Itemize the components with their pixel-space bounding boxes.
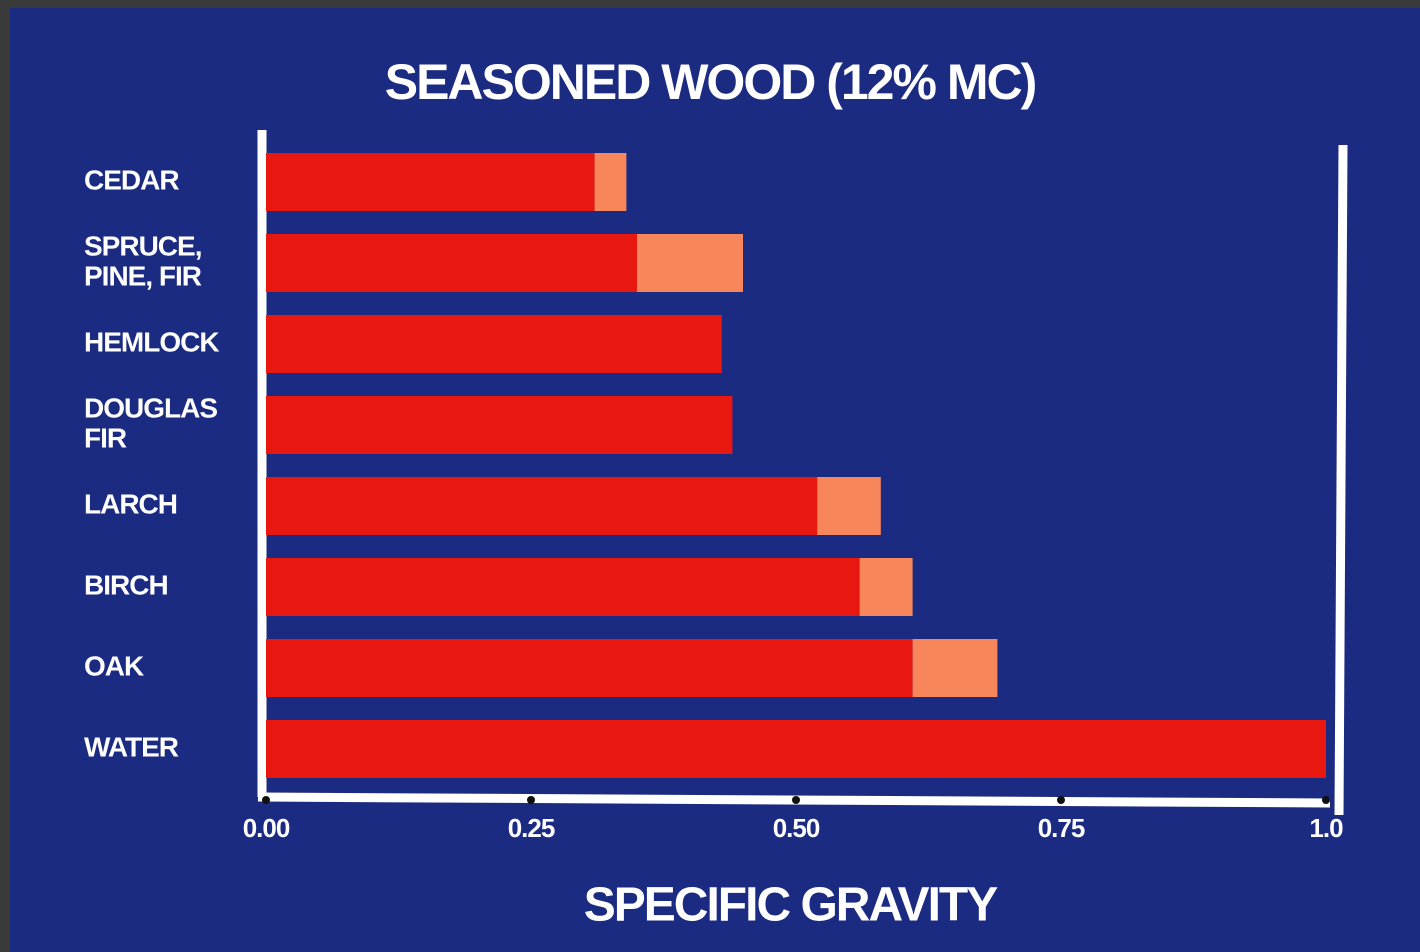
y-tick-label: SPRUCE, — [84, 230, 201, 261]
y-tick-label: LARCH — [84, 488, 177, 519]
bar-segment — [637, 234, 743, 292]
bar-segment — [859, 558, 913, 616]
bar-segment — [266, 315, 722, 373]
y-tick-label: OAK — [84, 650, 144, 681]
bar-segment — [266, 639, 913, 697]
chart-title: SEASONED WOOD (12% MC) — [385, 54, 1036, 110]
x-tick-label: 1.0 — [1309, 813, 1343, 843]
x-tick-label: 0.00 — [243, 813, 290, 843]
y-tick-label: FIR — [84, 422, 127, 453]
bar-segment — [266, 720, 1326, 778]
bar-segment — [266, 234, 637, 292]
bar-segment — [912, 639, 998, 697]
y-tick-label: WATER — [84, 731, 179, 762]
bar-segment — [266, 477, 818, 535]
y-tick-label: BIRCH — [84, 569, 168, 600]
right-border-line — [1334, 144, 1348, 816]
y-tick-label: PINE, FIR — [84, 260, 202, 291]
x-tick-mark — [1322, 796, 1330, 804]
x-tick-mark — [1057, 796, 1065, 804]
bar-segment — [266, 153, 595, 211]
bar-segment — [266, 396, 733, 454]
y-tick-label: CEDAR — [84, 164, 179, 195]
x-tick-mark — [527, 796, 535, 804]
x-tick-label: 0.75 — [1038, 813, 1085, 843]
bar-segment — [266, 558, 860, 616]
bar-segment — [594, 153, 627, 211]
x-tick-label: 0.50 — [773, 813, 820, 843]
y-tick-label: HEMLOCK — [84, 326, 219, 357]
x-tick-mark — [262, 796, 270, 804]
x-tick-label: 0.25 — [508, 813, 555, 843]
y-tick-label: DOUGLAS — [84, 392, 217, 423]
bar-segment — [817, 477, 881, 535]
x-tick-mark — [792, 796, 800, 804]
x-axis-label: SPECIFIC GRAVITY — [584, 879, 998, 932]
